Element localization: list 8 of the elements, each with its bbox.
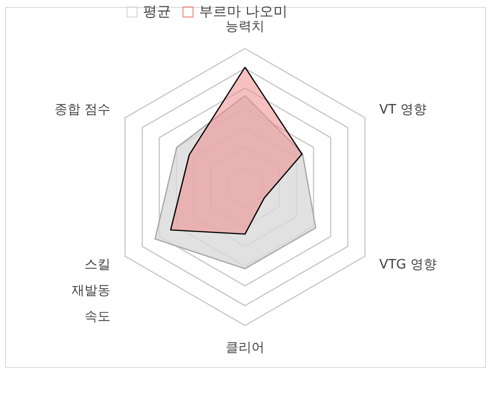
spoke-label: VTG 영향 xyxy=(379,258,436,273)
spoke-label: 클리어 xyxy=(226,340,264,356)
spoke-label: VT 영향 xyxy=(379,102,426,118)
spoke-label: 종합 점수 xyxy=(54,102,111,118)
legend-label: 부르마 나오미 xyxy=(199,4,288,20)
spoke-label: 스킬 재발동 속도 xyxy=(72,258,111,325)
legend-label: 평균 xyxy=(143,4,171,20)
spoke-label: 능력치 xyxy=(226,19,264,34)
